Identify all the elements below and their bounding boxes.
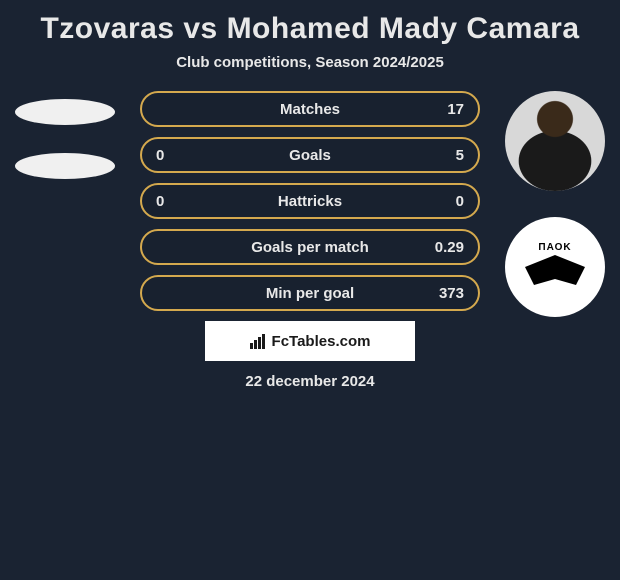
right-player-column: ΠΑΟΚ <box>500 91 610 343</box>
content-area: ΠΑΟΚ Matches 17 0 Goals 5 0 Hattricks 0 <box>0 91 620 390</box>
stat-label: Hattricks <box>206 193 414 210</box>
paok-logo-icon: ΠΑΟΚ <box>505 217 605 317</box>
page-title: Tzovaras vs Mohamed Mady Camara <box>0 0 620 54</box>
stat-value-left: 0 <box>156 147 206 164</box>
player-left-avatar-placeholder <box>15 99 115 125</box>
stat-label: Goals <box>206 147 414 164</box>
subtitle: Club competitions, Season 2024/2025 <box>0 54 620 91</box>
left-player-column <box>10 91 120 207</box>
stat-label: Min per goal <box>206 285 414 302</box>
brand-badge[interactable]: FcTables.com <box>205 321 415 361</box>
stat-row-min-per-goal: Min per goal 373 <box>140 275 480 311</box>
stat-row-hattricks: 0 Hattricks 0 <box>140 183 480 219</box>
eagle-icon <box>525 255 585 285</box>
club-logo-label: ΠΑΟΚ <box>525 242 585 253</box>
stat-value-right: 17 <box>414 101 464 118</box>
brand-label: FcTables.com <box>272 333 371 350</box>
bar-chart-icon <box>250 333 268 349</box>
stat-row-goals: 0 Goals 5 <box>140 137 480 173</box>
comparison-card: Tzovaras vs Mohamed Mady Camara Club com… <box>0 0 620 390</box>
date-label: 22 december 2024 <box>10 373 610 390</box>
player-right-avatar <box>505 91 605 191</box>
stat-value-right: 5 <box>414 147 464 164</box>
stat-value-right: 0.29 <box>414 239 464 256</box>
player-silhouette-icon <box>505 91 605 191</box>
club-right-logo: ΠΑΟΚ <box>505 217 605 317</box>
stats-table: Matches 17 0 Goals 5 0 Hattricks 0 Goals… <box>140 91 480 311</box>
stat-row-goals-per-match: Goals per match 0.29 <box>140 229 480 265</box>
stat-value-left: 0 <box>156 193 206 210</box>
stat-value-right: 373 <box>414 285 464 302</box>
stat-label: Goals per match <box>206 239 414 256</box>
stat-row-matches: Matches 17 <box>140 91 480 127</box>
stat-value-right: 0 <box>414 193 464 210</box>
stat-label: Matches <box>206 101 414 118</box>
club-left-logo-placeholder <box>15 153 115 179</box>
